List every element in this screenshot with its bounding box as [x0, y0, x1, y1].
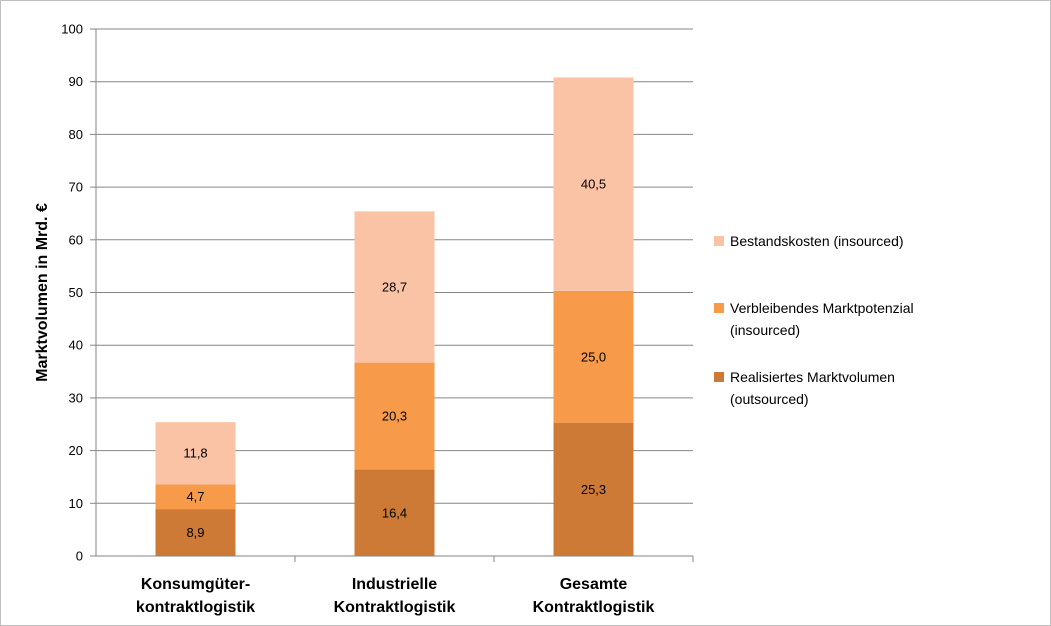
bar-segment — [155, 509, 236, 556]
data-label: 25,3 — [581, 482, 606, 497]
category-label: Kontraktlogistik — [533, 599, 655, 616]
bar-segment — [155, 484, 236, 510]
bar-segment — [553, 290, 634, 423]
data-label: 40,5 — [581, 177, 606, 192]
bar-segment — [553, 77, 634, 291]
data-label: 20,3 — [382, 409, 407, 424]
bar-segment — [354, 469, 435, 556]
category-label: Konsumgüter- — [141, 576, 250, 593]
data-labels: 8,9 4,7 11,8 16,4 20,3 28,7 25,3 25,0 40,5 — [183, 177, 606, 540]
y-tick-label: 60 — [69, 232, 83, 247]
y-tick-label: 10 — [69, 496, 83, 511]
bar-segment — [553, 422, 634, 556]
y-tick-label: 40 — [69, 338, 83, 353]
bar-segment — [354, 362, 435, 470]
data-label: 28,7 — [382, 279, 407, 294]
data-label: 16,4 — [382, 505, 407, 520]
y-tick-label: 20 — [69, 443, 83, 458]
data-label: 25,0 — [581, 349, 606, 364]
category-label: Kontraktlogistik — [334, 599, 456, 616]
category-label: kontraktlogistik — [136, 599, 255, 616]
data-label: 4,7 — [186, 489, 204, 504]
legend-swatch — [714, 236, 724, 246]
y-tick-label: 90 — [69, 74, 83, 89]
category-label: Industrielle — [352, 576, 437, 593]
legend: Bestandskosten (insourced) Verbleibendes … — [714, 233, 914, 407]
legend-swatch — [714, 303, 724, 313]
legend-label: Bestandskosten (insourced) — [730, 233, 904, 249]
legend-swatch — [714, 372, 724, 382]
y-tick-label: 0 — [76, 549, 83, 564]
y-tick-label: 30 — [69, 390, 83, 405]
y-tick-label: 100 — [61, 22, 83, 37]
legend-label: (outsourced) — [730, 391, 809, 407]
legend-label: Realisiertes Marktvolumen — [730, 369, 895, 385]
data-label: 11,8 — [183, 446, 207, 461]
y-tick-label: 70 — [69, 180, 83, 195]
y-axis-title: Marktvolumen in Mrd. € — [34, 203, 51, 382]
bar-segment — [155, 422, 236, 485]
data-label: 8,9 — [186, 525, 204, 540]
category-label: Gesamte — [560, 576, 628, 593]
legend-label: Verbleibendes Marktpotenzial — [730, 300, 914, 316]
bars — [155, 77, 634, 556]
y-tick-label: 50 — [69, 285, 83, 300]
bar-segment — [354, 211, 435, 363]
legend-label: (insourced) — [730, 322, 800, 338]
y-tick-label: 80 — [69, 127, 83, 142]
axes: 0 10 20 30 40 50 60 70 80 90 100 Marktvolumen in Mr… — [34, 22, 694, 616]
